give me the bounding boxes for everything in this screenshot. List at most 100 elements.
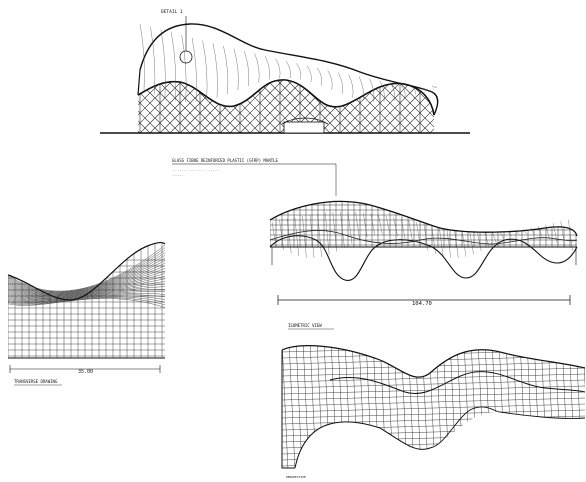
mesh-line xyxy=(349,79,406,133)
mesh-line xyxy=(491,345,499,468)
mesh-line xyxy=(429,79,434,133)
mesh-line xyxy=(138,79,181,133)
mesh-line xyxy=(138,79,171,133)
mesh-line xyxy=(144,79,201,133)
mesh-line xyxy=(399,79,434,133)
mesh-line xyxy=(282,385,585,395)
mesh-line xyxy=(526,345,534,468)
transverse-roof-fan xyxy=(7,244,166,308)
isometric-roof-lower xyxy=(329,371,586,394)
mesh-line xyxy=(435,78,490,133)
section-wave-upper xyxy=(269,230,578,245)
mesh-line xyxy=(450,78,505,133)
mesh-line xyxy=(282,421,585,431)
mesh-line xyxy=(65,78,120,133)
transverse-drawing: 35.00 TRANSVERSE DRAWING xyxy=(7,242,166,386)
mesh-line xyxy=(351,345,359,468)
isometric-drawing: ISOMETRIC VIEW xyxy=(281,323,586,469)
section-drawing: GLASS FIBRE REINFORCED PLASTIC (GFRP) MA… xyxy=(172,158,578,307)
mesh-line xyxy=(60,78,115,133)
mesh-line xyxy=(460,78,515,133)
mesh-line xyxy=(520,78,575,133)
mesh-line xyxy=(25,78,80,133)
mesh-line xyxy=(519,345,527,468)
mesh-line xyxy=(295,345,303,468)
mesh-line xyxy=(302,345,310,468)
mesh-line xyxy=(568,345,576,468)
mesh-line xyxy=(219,79,276,133)
mesh-line xyxy=(435,345,443,468)
mesh-line xyxy=(138,79,166,133)
elevation-roof-crown xyxy=(139,23,439,116)
isometric-caption: ISOMETRIC VIEW xyxy=(288,323,322,328)
mesh-line xyxy=(5,78,60,133)
mesh-line xyxy=(414,345,422,468)
section-wave-lower xyxy=(269,235,578,281)
mesh-line xyxy=(393,345,401,468)
mesh-line xyxy=(282,409,585,419)
mesh-line xyxy=(394,79,434,133)
callout-circle xyxy=(179,50,193,64)
transverse-caption: TRANSVERSE DRAWING xyxy=(14,379,58,384)
mesh-line xyxy=(337,345,345,468)
isometric-mesh xyxy=(282,345,585,468)
mesh-line xyxy=(470,345,478,468)
mesh-line xyxy=(358,345,366,468)
mesh-line xyxy=(561,345,569,468)
mesh-line xyxy=(164,79,221,133)
mesh-line xyxy=(80,78,135,133)
mesh-line xyxy=(500,78,555,133)
mesh-line xyxy=(440,78,495,133)
mesh-line xyxy=(138,79,146,133)
mesh-line xyxy=(15,78,70,133)
mesh-line xyxy=(505,345,513,468)
transverse-roof-outline xyxy=(7,242,166,301)
mesh-line xyxy=(229,79,286,133)
mesh-line xyxy=(480,78,535,133)
mesh-line xyxy=(139,79,196,133)
mesh-line xyxy=(282,403,585,413)
mesh-line xyxy=(138,79,161,133)
mesh-line xyxy=(282,397,585,407)
elevation-roof-ribs xyxy=(139,23,437,102)
isometric-front-edge xyxy=(294,421,431,469)
elevation-entrance-canopy xyxy=(281,117,329,125)
section-note-1: -- ----- -- ---- - ------ xyxy=(172,168,220,172)
isometric-base-wave xyxy=(429,406,586,449)
mesh-line xyxy=(45,78,100,133)
mesh-line xyxy=(389,79,434,133)
mesh-line xyxy=(512,345,520,468)
mesh-line xyxy=(379,345,387,468)
mesh-line xyxy=(284,79,341,133)
mesh-line xyxy=(138,79,141,133)
mesh-line xyxy=(282,349,585,359)
mesh-line xyxy=(138,79,176,133)
mesh-line xyxy=(374,79,431,133)
mesh-line xyxy=(339,79,396,133)
mesh-line xyxy=(70,78,125,133)
mesh-line xyxy=(554,345,562,468)
mesh-line xyxy=(154,79,211,133)
mesh-line xyxy=(510,78,565,133)
mesh-line xyxy=(421,345,429,468)
mesh-line xyxy=(428,345,436,468)
mesh-line xyxy=(386,345,394,468)
mesh-line xyxy=(330,345,338,468)
mesh-line xyxy=(477,345,485,468)
mesh-line xyxy=(344,345,352,468)
mesh-line xyxy=(174,79,231,133)
mesh-line xyxy=(282,367,585,377)
section-note-2: ------ xyxy=(172,173,184,177)
mesh-line xyxy=(490,78,545,133)
mesh-line xyxy=(75,78,130,133)
mesh-line xyxy=(409,79,434,133)
footer-caption: PERSPECTIVE xyxy=(286,475,306,479)
mesh-line xyxy=(282,391,585,401)
width-dimension-label: 104.70 xyxy=(412,301,432,307)
depth-dimension-label: 35.00 xyxy=(78,369,93,375)
mesh-line xyxy=(282,451,585,461)
section-roof-outline xyxy=(269,200,578,237)
mesh-line xyxy=(138,79,151,133)
isometric-left-edge xyxy=(281,350,295,469)
